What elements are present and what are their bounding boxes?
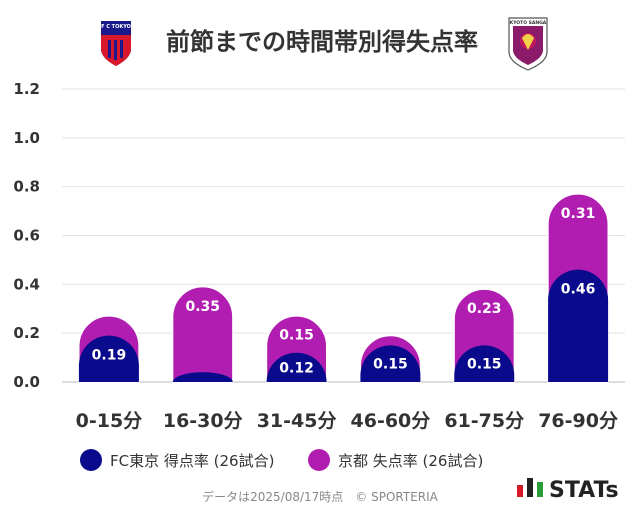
stats-brand: STATs (517, 478, 619, 503)
y-tick-label-1: 0.2 (13, 324, 40, 342)
data-label-series-1-cat-3: 0.12 (279, 360, 314, 376)
bar-series-1-cat-2 (172, 372, 233, 382)
chart-title: 前節までの時間帯別得失点率 (166, 28, 478, 56)
legend-swatch-series-2 (308, 449, 330, 471)
x-tick-label-1: 0-15分 (76, 410, 143, 432)
bar-series-1-cat-1 (78, 335, 139, 382)
data-label-series-2-cat-5: 0.23 (467, 301, 502, 317)
bar-series-1-cat-3 (266, 352, 327, 382)
x-tick-label-2: 16-30分 (163, 410, 243, 432)
legend-label-series-2: 京都 失点率 (26試合) (338, 452, 483, 470)
bar-series-1-cat-5 (454, 345, 515, 382)
stats-logo-icon (517, 485, 523, 497)
data-label-series-1-cat-4: 0.15 (373, 357, 408, 373)
footer-note: データは2025/08/17時点 © SPORTERIA (202, 489, 439, 504)
y-tick-label-0: 0.0 (13, 373, 40, 391)
x-tick-label-3: 31-45分 (257, 410, 337, 432)
y-tick-label-5: 1.0 (13, 129, 40, 147)
y-tick-label-6: 1.2 (13, 80, 40, 98)
y-tick-label-4: 0.8 (13, 178, 40, 196)
data-label-series-2-cat-2: 0.35 (185, 299, 220, 315)
y-tick-label-2: 0.4 (13, 275, 40, 293)
bar-series-2-cat-2 (172, 286, 234, 383)
data-label-series-1-cat-5: 0.15 (467, 357, 502, 373)
bar-series-1-cat-6 (548, 269, 609, 382)
legend: FC東京 得点率 (26試合) 京都 失点率 (26試合) (80, 449, 483, 471)
x-tick-label-6: 76-90分 (538, 410, 618, 432)
bar-series-1-cat-4 (360, 345, 421, 382)
right-logo-text: KYOTO SANGA (510, 20, 547, 26)
y-tick-label-3: 0.6 (13, 227, 40, 245)
fc-tokyo-logo: F C TOKYO (101, 21, 131, 66)
legend-label-series-1: FC東京 得点率 (26試合) (110, 452, 274, 470)
data-label-series-2-cat-6: 0.31 (561, 206, 596, 222)
x-tick-label-4: 46-60分 (351, 410, 431, 432)
x-tick-label-5: 61-75分 (444, 410, 524, 432)
kyoto-sanga-logo: KYOTO SANGA (508, 17, 548, 71)
data-label-series-1-cat-1: 0.19 (92, 348, 127, 364)
data-label-series-1-cat-6: 0.46 (561, 282, 596, 298)
left-logo-text: F C TOKYO (101, 24, 131, 30)
data-label-series-2-cat-3: 0.15 (279, 327, 314, 343)
brand-name: STATs (549, 478, 619, 503)
legend-swatch-series-1 (80, 449, 102, 471)
